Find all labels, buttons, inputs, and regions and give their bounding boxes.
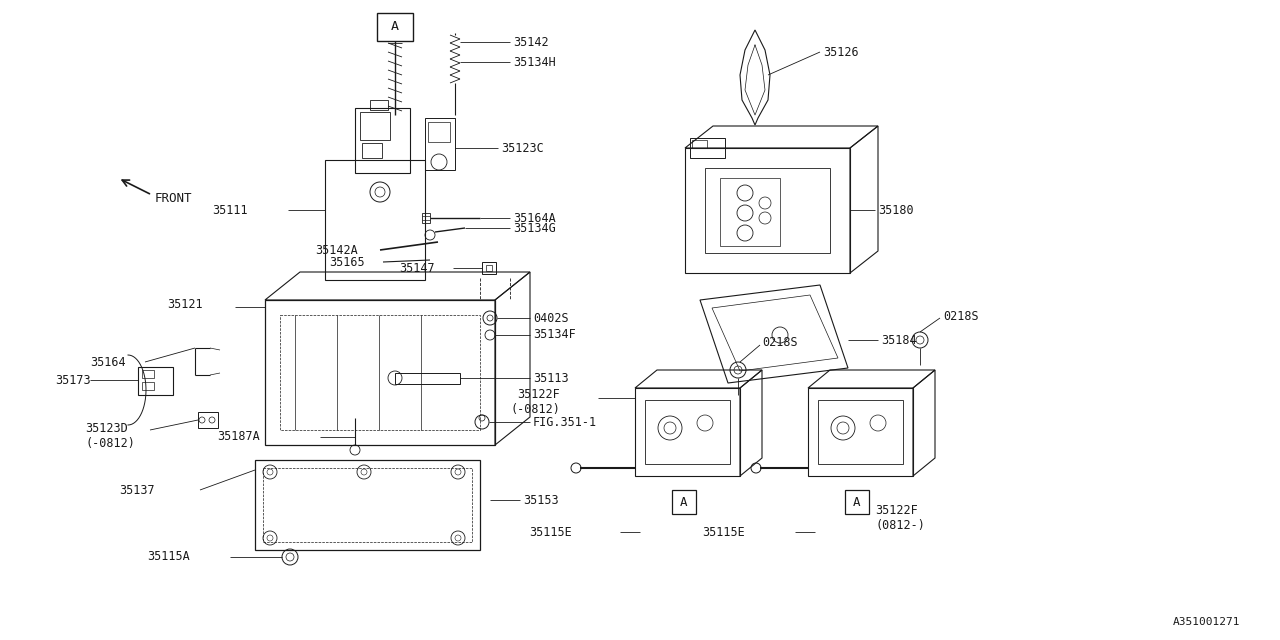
- Text: FRONT: FRONT: [155, 191, 192, 205]
- Bar: [325, 160, 425, 280]
- Bar: [262, 468, 472, 542]
- Text: FIG.351-1: FIG.351-1: [532, 415, 598, 429]
- Text: 35121: 35121: [168, 298, 204, 312]
- Bar: [138, 367, 173, 395]
- Bar: [422, 213, 430, 223]
- Bar: [265, 300, 495, 445]
- Bar: [645, 400, 730, 464]
- Text: 35153: 35153: [524, 493, 558, 506]
- Text: 35173: 35173: [55, 374, 91, 387]
- Text: 0218S: 0218S: [762, 337, 797, 349]
- Text: 35115E: 35115E: [703, 525, 745, 538]
- Text: 35134F: 35134F: [532, 328, 576, 342]
- Bar: [360, 112, 390, 140]
- Text: (0812-): (0812-): [876, 518, 925, 531]
- Text: (-0812): (-0812): [511, 403, 561, 417]
- Text: 35164A: 35164A: [513, 211, 556, 225]
- Text: A351001271: A351001271: [1172, 617, 1240, 627]
- Bar: [818, 400, 902, 464]
- Text: 35115A: 35115A: [147, 550, 189, 563]
- Bar: [635, 388, 740, 476]
- Bar: [396, 373, 460, 384]
- Text: 35164: 35164: [90, 355, 125, 369]
- Bar: [280, 315, 480, 430]
- Bar: [719, 178, 780, 246]
- Bar: [685, 148, 850, 273]
- Text: A: A: [390, 20, 399, 33]
- Bar: [370, 100, 388, 110]
- Text: 35187A: 35187A: [218, 431, 260, 444]
- Bar: [142, 382, 154, 390]
- Text: A: A: [680, 495, 687, 509]
- Bar: [692, 140, 707, 148]
- Bar: [486, 265, 492, 271]
- Text: 35122F: 35122F: [517, 388, 561, 401]
- Bar: [428, 122, 451, 142]
- Text: 35180: 35180: [878, 204, 914, 216]
- Text: 35122F: 35122F: [876, 504, 918, 516]
- Text: 35134H: 35134H: [513, 56, 556, 68]
- Text: A: A: [854, 495, 860, 509]
- Text: 35115E: 35115E: [529, 525, 572, 538]
- Bar: [378, 13, 413, 41]
- Bar: [690, 138, 724, 158]
- Bar: [808, 388, 913, 476]
- Text: 35165: 35165: [329, 255, 365, 269]
- Bar: [425, 118, 454, 170]
- Text: 35142A: 35142A: [315, 243, 358, 257]
- Text: 35147: 35147: [399, 262, 435, 275]
- Text: 35126: 35126: [823, 45, 859, 58]
- Bar: [845, 490, 869, 514]
- Bar: [142, 370, 154, 378]
- Text: 35137: 35137: [119, 483, 155, 497]
- Text: (-0812): (-0812): [84, 436, 134, 449]
- Text: 35142: 35142: [513, 35, 549, 49]
- Text: 35184: 35184: [881, 333, 916, 346]
- Text: 35113: 35113: [532, 371, 568, 385]
- Bar: [198, 412, 218, 428]
- Text: 0218S: 0218S: [943, 310, 979, 323]
- Text: 35111: 35111: [212, 204, 248, 216]
- Bar: [362, 143, 381, 158]
- Text: 0402S: 0402S: [532, 312, 568, 324]
- Text: 35123D: 35123D: [84, 422, 128, 435]
- Text: 35134G: 35134G: [513, 221, 556, 234]
- Bar: [255, 460, 480, 550]
- Bar: [483, 262, 497, 274]
- Bar: [672, 490, 696, 514]
- Bar: [355, 108, 410, 173]
- Text: 35123C: 35123C: [500, 141, 544, 154]
- Bar: [705, 168, 829, 253]
